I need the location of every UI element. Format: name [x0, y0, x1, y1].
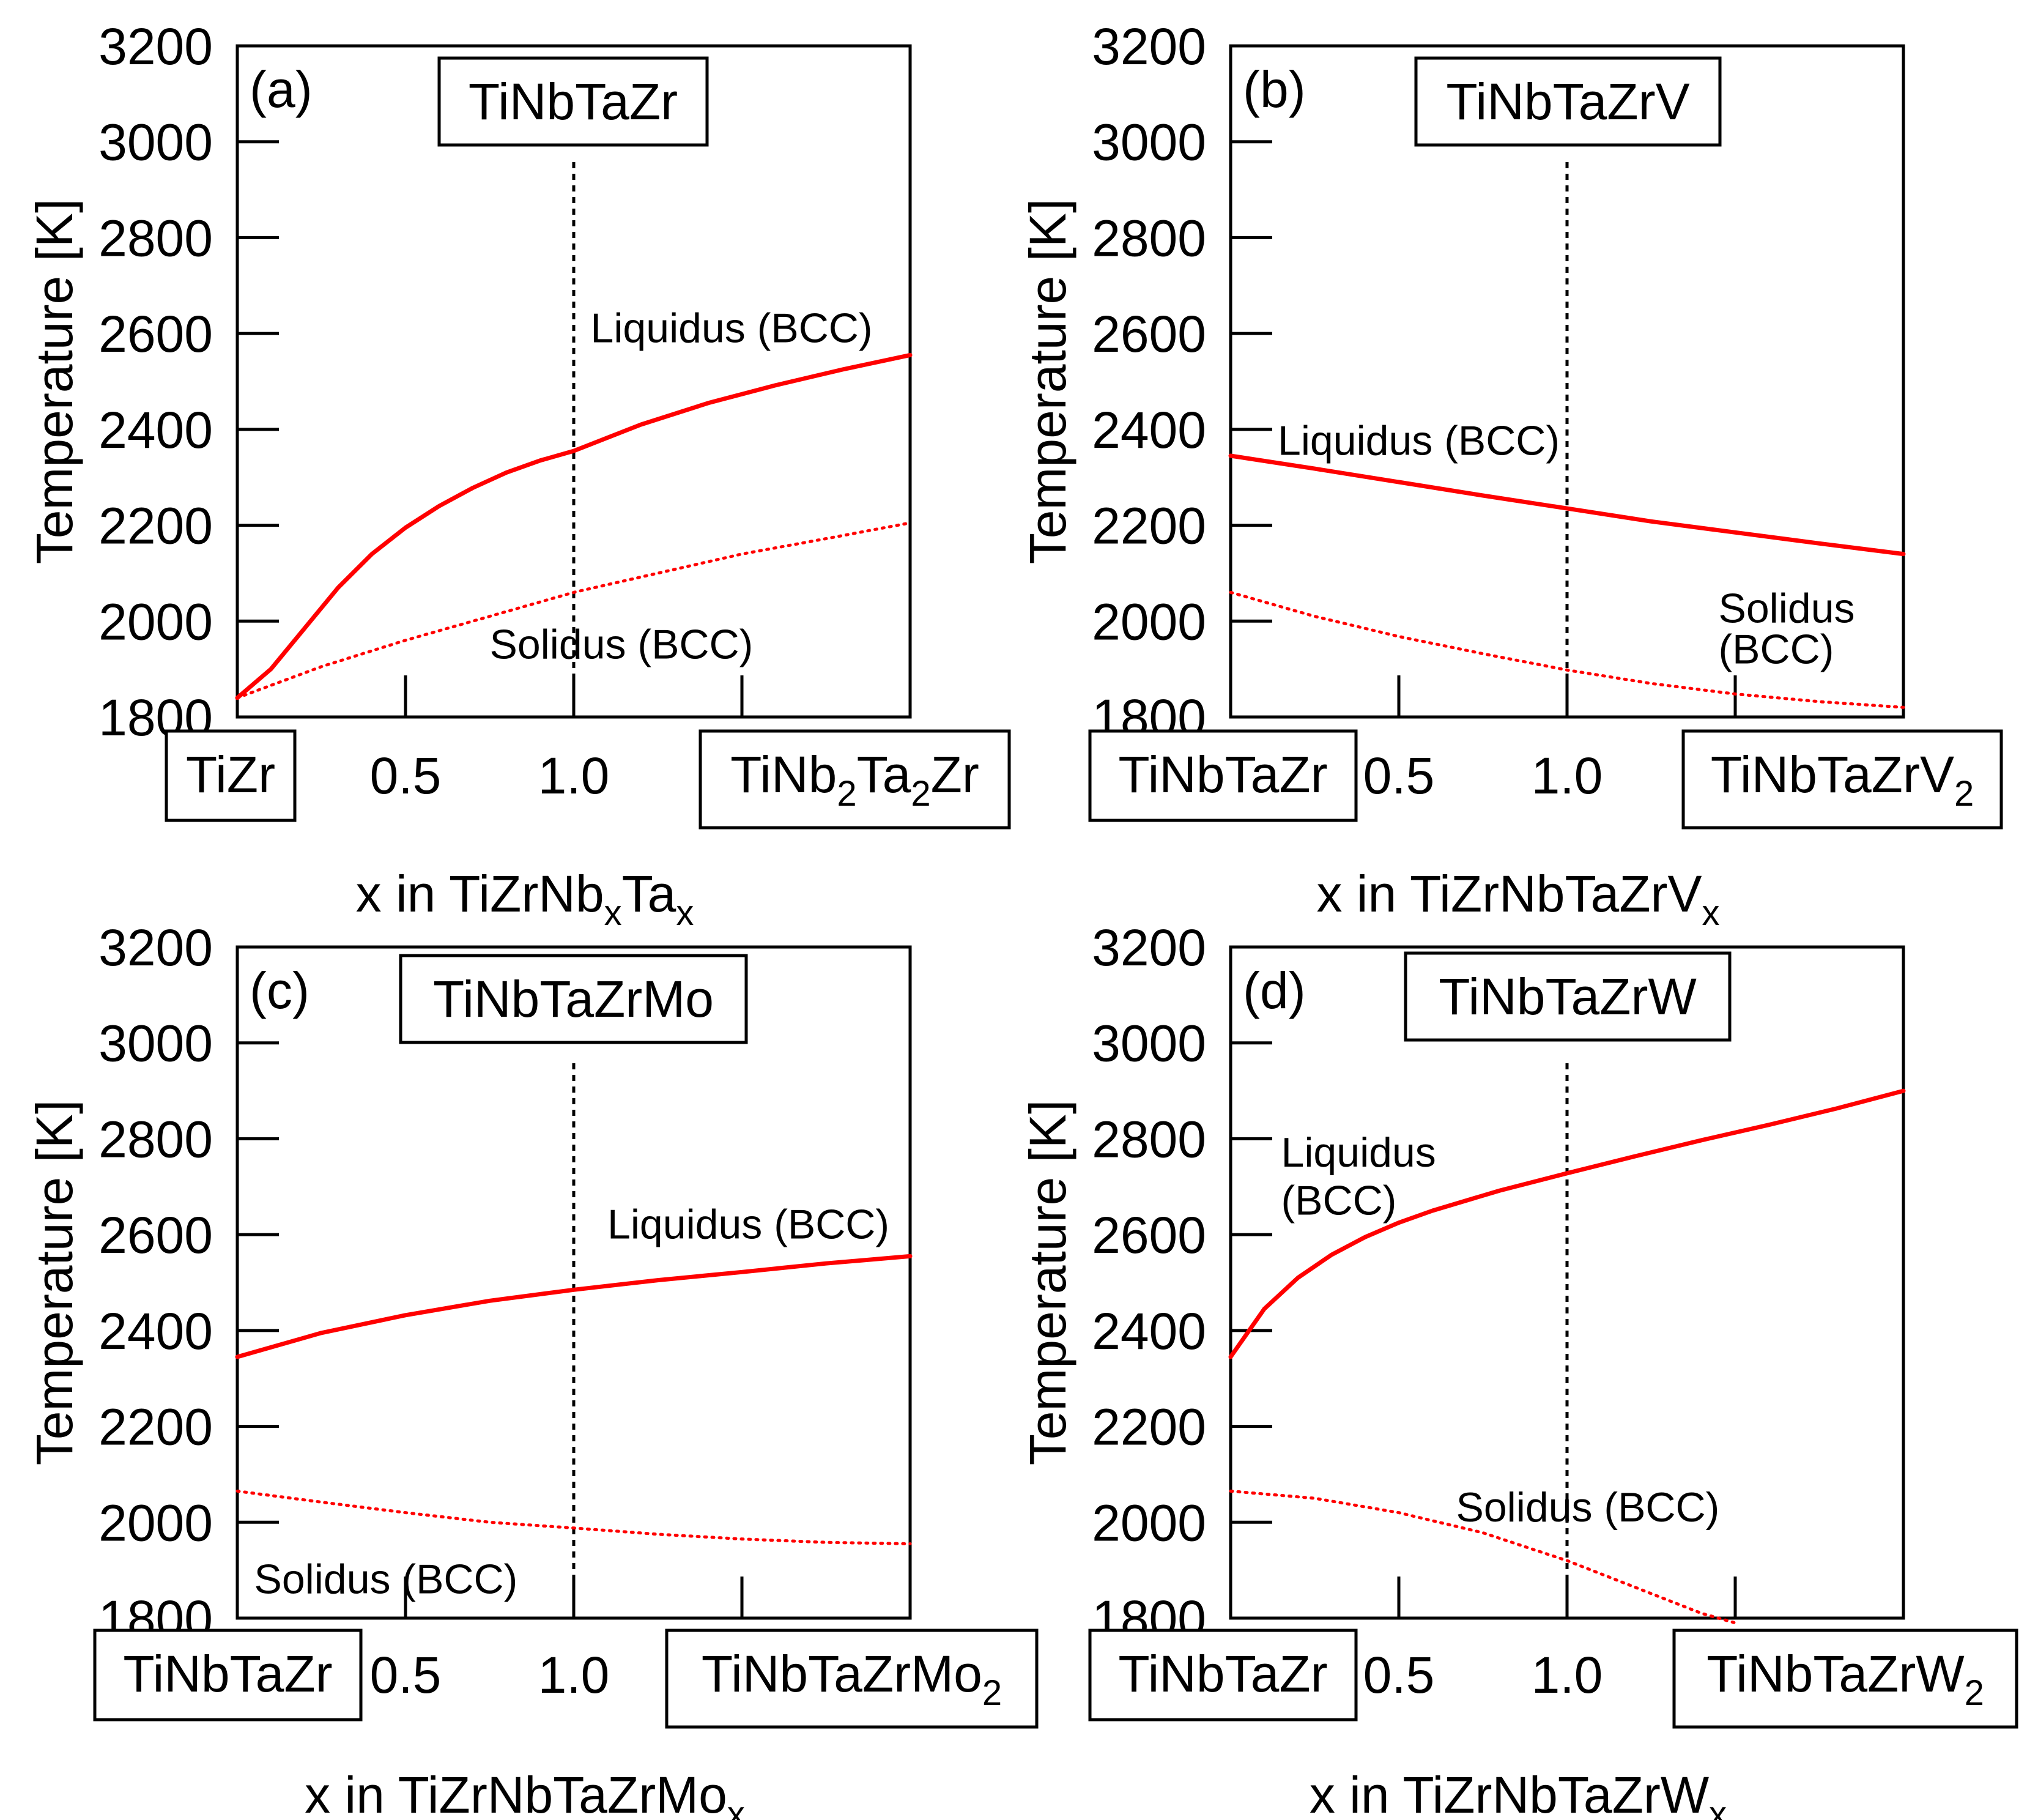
y-tick-label: 2800 [1092, 209, 1206, 267]
y-tick-label: 2400 [1092, 401, 1206, 459]
y-tick-label: 2600 [98, 1206, 213, 1264]
x-axis-label: x in TiZrNbTaZrVx [1316, 865, 1719, 933]
title-box [1414, 56, 1722, 147]
y-tick-label: 3000 [98, 1015, 213, 1072]
right-composition-box [665, 1629, 1039, 1729]
y-tick-label: 2800 [1092, 1110, 1206, 1168]
title-box [437, 56, 709, 147]
y-tick-label: 2200 [98, 1398, 213, 1456]
liquidus-line [235, 352, 913, 700]
y-tick-label: 2600 [1092, 1206, 1206, 1264]
curve-annotation: Liquidus [1281, 1129, 1436, 1176]
x-tick-label: 0.5 [370, 747, 442, 804]
y-tick-label: 2800 [98, 209, 213, 267]
panel-label: (a) [250, 61, 313, 118]
curve-annotation: Liquidus (BCC) [607, 1201, 889, 1247]
liquidus-line [1228, 453, 1906, 557]
chart-title: TiNbTaZr [469, 73, 678, 130]
x-tick-label: 1.0 [1532, 747, 1603, 804]
x-axis-label: x in TiZrNbTaZrMox [305, 1766, 745, 1820]
x-tick-label: 0.5 [370, 1646, 442, 1704]
right-composition-label: TiNbTaZrV2 [1711, 746, 1974, 814]
solidus-line [1229, 590, 1905, 709]
curve-annotation: (BCC) [1281, 1177, 1397, 1224]
y-tick-label: 2400 [98, 401, 213, 459]
chart-title: TiNbTaZrMo [433, 970, 714, 1028]
y-tick-label: 2200 [1092, 497, 1206, 555]
left-composition-label: TiNbTaZr [1118, 746, 1327, 803]
left-composition-box [1088, 729, 1358, 822]
left-composition-label: TiZr [186, 746, 275, 803]
right-composition-box [1681, 729, 2003, 830]
curve-annotation: Solidus [1719, 585, 1855, 632]
curve-annotation: (BCC) [1719, 626, 1834, 672]
chart-title: TiNbTaZrV [1446, 73, 1689, 130]
curve-annotation: Liquidus (BCC) [591, 305, 873, 351]
panel-label: (b) [1243, 61, 1306, 118]
right-composition-label: TiNbTaZrMo2 [702, 1645, 1002, 1713]
curve-annotation: Solidus (BCC) [1456, 1484, 1720, 1531]
y-axis-label: Temperature [K] [26, 1100, 83, 1466]
right-composition-box [1672, 1629, 2018, 1729]
curve-annotation: Solidus (BCC) [490, 621, 754, 667]
y-tick-label: 2200 [98, 497, 213, 555]
solidus-line [235, 521, 912, 700]
chart-title: TiNbTaZrW [1439, 968, 1697, 1025]
left-composition-box [165, 729, 297, 822]
panel-label: (d) [1243, 962, 1306, 1019]
x-axis-label: x in TiZrNbTaZrWx [1310, 1766, 1727, 1820]
left-composition-label: TiNbTaZr [123, 1645, 332, 1703]
liquidus-line [1228, 1088, 1906, 1359]
y-axis-label: Temperature [K] [26, 199, 83, 565]
x-tick-label: 1.0 [1532, 1646, 1603, 1704]
title-box [399, 954, 748, 1044]
x-axis-label: x in TiZrNbxTax [356, 865, 694, 933]
y-axis-label: Temperature [K] [1019, 1100, 1076, 1466]
y-tick-label: 2000 [98, 593, 213, 650]
solidus-line [235, 1489, 912, 1545]
curve-annotation: Liquidus (BCC) [1278, 417, 1560, 464]
y-tick-label: 3000 [98, 114, 213, 171]
panel-label: (c) [250, 962, 309, 1019]
y-tick-label: 2400 [1092, 1302, 1206, 1360]
right-composition-box [698, 729, 1011, 830]
y-tick-label: 3200 [1092, 18, 1206, 75]
y-tick-label: 3200 [1092, 919, 1206, 976]
left-composition-box [1088, 1629, 1358, 1722]
x-tick-label: 0.5 [1363, 1646, 1435, 1704]
x-tick-label: 1.0 [538, 747, 610, 804]
y-tick-label: 2000 [1092, 593, 1206, 650]
y-tick-label: 2600 [98, 305, 213, 363]
left-composition-label: TiNbTaZr [1118, 1645, 1327, 1703]
liquidus-line [235, 1254, 913, 1359]
y-tick-label: 2000 [1092, 1494, 1206, 1551]
y-tick-label: 2800 [98, 1110, 213, 1168]
y-tick-label: 3200 [98, 18, 213, 75]
y-axis-label: Temperature [K] [1019, 199, 1076, 565]
right-composition-label: TiNb2Ta2Zr [730, 746, 979, 814]
y-tick-label: 2200 [1092, 1398, 1206, 1456]
solidus-line [1229, 1489, 1737, 1625]
y-tick-label: 2000 [98, 1494, 213, 1551]
right-composition-label: TiNbTaZrW2 [1706, 1645, 1984, 1713]
curve-annotation: Solidus (BCC) [254, 1556, 518, 1602]
y-tick-label: 3200 [98, 919, 213, 976]
y-tick-label: 2400 [98, 1302, 213, 1360]
x-tick-label: 1.0 [538, 1646, 610, 1704]
y-tick-label: 3000 [1092, 1015, 1206, 1072]
left-composition-box [93, 1629, 363, 1722]
title-box [1404, 951, 1732, 1042]
x-tick-label: 0.5 [1363, 747, 1435, 804]
y-tick-label: 3000 [1092, 114, 1206, 171]
y-tick-label: 2600 [1092, 305, 1206, 363]
